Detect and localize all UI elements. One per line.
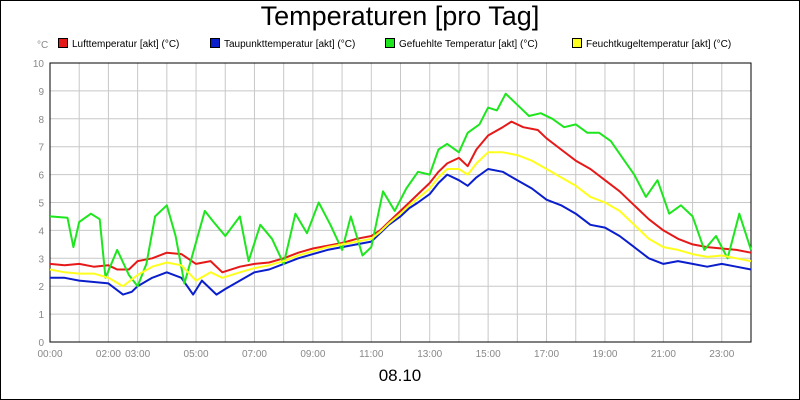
plot-area-border xyxy=(49,62,752,343)
legend-label-taupunkttemperatur: Taupunkttemperatur [akt] (°C) xyxy=(224,39,356,50)
y-tick-label: 5 xyxy=(38,199,44,210)
legend-label-gefuehlte-temperatur: Gefuehlte Temperatur [akt] (°C) xyxy=(399,39,538,50)
y-tick-label: 1 xyxy=(38,310,44,321)
y-tick-label: 10 xyxy=(33,59,45,70)
series-line-0 xyxy=(49,120,752,274)
y-tick-label: 9 xyxy=(38,87,44,98)
y-tick-label: 7 xyxy=(38,143,44,154)
legend-item-feuchtkugeltemperatur: Feuchtkugeltemperatur [akt] (°C) xyxy=(572,38,731,52)
legend-item-lufttemperatur: Lufttemperatur [akt] (°C) xyxy=(58,38,179,52)
y-tick-label: 8 xyxy=(38,115,44,126)
y-tick-label: 3 xyxy=(38,254,44,265)
x-tick-label: 09:00 xyxy=(300,349,325,360)
legend-label-lufttemperatur: Lufttemperatur [akt] (°C) xyxy=(72,39,180,50)
legend-item-taupunkttemperatur: Taupunkttemperatur [akt] (°C) xyxy=(210,38,355,52)
x-tick-label: 17:00 xyxy=(534,349,559,360)
legend-swatch-taupunkttemperatur xyxy=(210,38,220,48)
y-tick-label: 4 xyxy=(38,226,44,237)
x-tick-label: 19:00 xyxy=(592,349,617,360)
x-tick-label: 15:00 xyxy=(476,349,501,360)
legend-label-feuchtkugeltemperatur: Feuchtkugeltemperatur [akt] (°C) xyxy=(586,39,732,50)
y-tick-label: 6 xyxy=(38,171,44,182)
legend-swatch-feuchtkugeltemperatur xyxy=(572,38,582,48)
chart-title: Temperaturen [pro Tag] xyxy=(260,1,540,31)
x-tick-label: 23:00 xyxy=(709,349,734,360)
y-tick-label: 2 xyxy=(38,282,44,293)
legend-swatch-lufttemperatur xyxy=(58,38,68,48)
x-tick-label: 05:00 xyxy=(184,349,209,360)
x-tick-label: 07:00 xyxy=(242,349,267,360)
legend-item-gefuehlte-temperatur: Gefuehlte Temperatur [akt] (°C) xyxy=(385,38,538,52)
x-tick-label: 00:00 xyxy=(37,349,62,360)
x-axis-date-label: 08.10 xyxy=(378,366,422,385)
x-tick-label: 02:00 xyxy=(96,349,121,360)
series-line-2 xyxy=(49,92,752,288)
series-line-3 xyxy=(49,151,752,288)
y-tick-label: 0 xyxy=(38,338,44,349)
legend-swatch-gefuehlte-temperatur xyxy=(385,38,395,48)
y-axis-unit: °C xyxy=(37,40,49,51)
series-line-1 xyxy=(50,168,752,296)
x-tick-label: 13:00 xyxy=(417,349,442,360)
x-tick-label: 21:00 xyxy=(651,349,676,360)
x-tick-label: 11:00 xyxy=(359,349,384,360)
x-tick-label: 03:00 xyxy=(125,349,150,360)
